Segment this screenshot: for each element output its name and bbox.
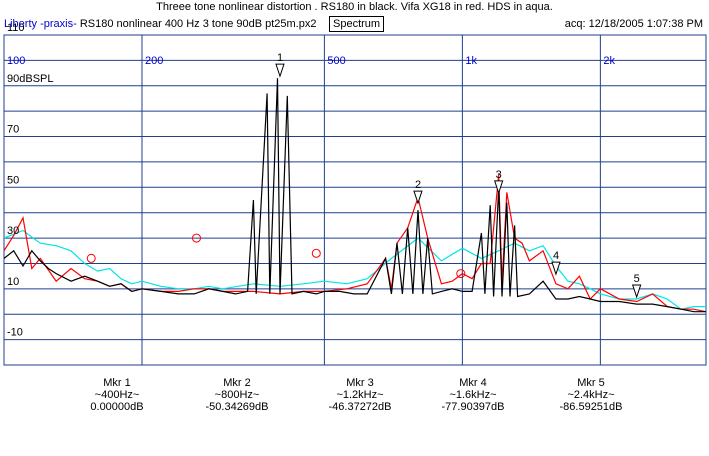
- acquisition-timestamp: acq: 12/18/2005 1:07:38 PM: [564, 18, 703, 30]
- marker-value: -50.34269dB: [205, 401, 269, 413]
- marker-name: Mkr 2: [223, 377, 251, 389]
- marker-freq: ~1.6kHz~: [449, 389, 497, 401]
- marker-freq: ~2.4kHz~: [567, 389, 615, 401]
- marker-3-label: 3: [496, 169, 502, 181]
- series-layer: [3, 78, 707, 313]
- marker-value: 0.00000dB: [90, 401, 144, 413]
- harmonic-circle: [456, 269, 466, 279]
- marker-freq: ~1.2kHz~: [336, 389, 384, 401]
- x-tick-label: 200: [145, 55, 163, 67]
- marker-1-label: 1: [277, 52, 283, 64]
- marker-4-label: 4: [553, 250, 559, 262]
- marker-readout-2: Mkr 2 ~800Hz~ -50.34269dB: [182, 377, 292, 413]
- marker-value: -77.90397dB: [441, 401, 505, 413]
- marker-freq: ~800Hz~: [214, 389, 260, 401]
- harmonic-circle: [191, 233, 201, 243]
- marker-name: Mkr 3: [346, 377, 374, 389]
- y-tick-label: -10: [7, 327, 23, 339]
- spectrum-mode-button[interactable]: Spectrum: [329, 16, 385, 32]
- marker-5-triangle: [631, 284, 642, 299]
- harmonic-circle: [311, 248, 321, 258]
- marker-1-triangle: [275, 63, 285, 78]
- series-line-rs180: [3, 78, 706, 313]
- marker-2-triangle: [413, 190, 423, 205]
- marker-4-triangle: [551, 261, 561, 276]
- y-tick-label: 90dBSPL: [7, 73, 53, 85]
- chart-title: Threee tone nonlinear distortion . RS180…: [156, 1, 553, 13]
- marker-name: Mkr 5: [577, 377, 605, 389]
- marker-readout-5: Mkr 5 ~2.4kHz~ -86.59251dB: [536, 377, 646, 413]
- harmonic-circle: [86, 253, 96, 263]
- file-name: RS180 nonlinear 400 Hz 3 tone 90dB pt25m…: [79, 18, 317, 30]
- file-info: Liberty -praxis- RS180 nonlinear 400 Hz …: [4, 18, 316, 30]
- series-line-hds: [3, 229, 706, 310]
- y-tick-label: 50: [7, 174, 19, 186]
- marker-name: Mkr 1: [103, 377, 131, 389]
- y-tick-label: 110: [7, 22, 25, 34]
- y-tick-label: 30: [7, 225, 19, 237]
- x-tick-label: 1k: [465, 55, 477, 67]
- marker-readout-3: Mkr 3 ~1.2kHz~ -46.37272dB: [305, 377, 415, 413]
- x-tick-label: 2k: [603, 55, 615, 67]
- x-tick-label: 100: [7, 55, 25, 67]
- y-tick-label: 70: [7, 124, 19, 136]
- marker-5-label: 5: [634, 273, 640, 285]
- marker-name: Mkr 4: [459, 377, 487, 389]
- marker-layer: 1 2 3 4 5: [275, 52, 642, 299]
- y-tick-label: 10: [7, 276, 19, 288]
- marker-3-triangle: [493, 180, 504, 195]
- grid: [3, 34, 707, 366]
- x-tick-label: 500: [327, 55, 345, 67]
- brand-label: Liberty -praxis-: [4, 18, 77, 30]
- marker-value: -86.59251dB: [559, 401, 623, 413]
- tick-layer: 100 200 500 1k 2k 110 90dBSPL 70 50 30 10 -10: [7, 22, 615, 339]
- marker-freq: ~400Hz~: [94, 389, 140, 401]
- marker-readout-1: Mkr 1 ~400Hz~ 0.00000dB: [62, 377, 172, 413]
- marker-2-label: 2: [415, 179, 421, 191]
- marker-value: -46.37272dB: [328, 401, 392, 413]
- marker-readout-4: Mkr 4 ~1.6kHz~ -77.90397dB: [418, 377, 528, 413]
